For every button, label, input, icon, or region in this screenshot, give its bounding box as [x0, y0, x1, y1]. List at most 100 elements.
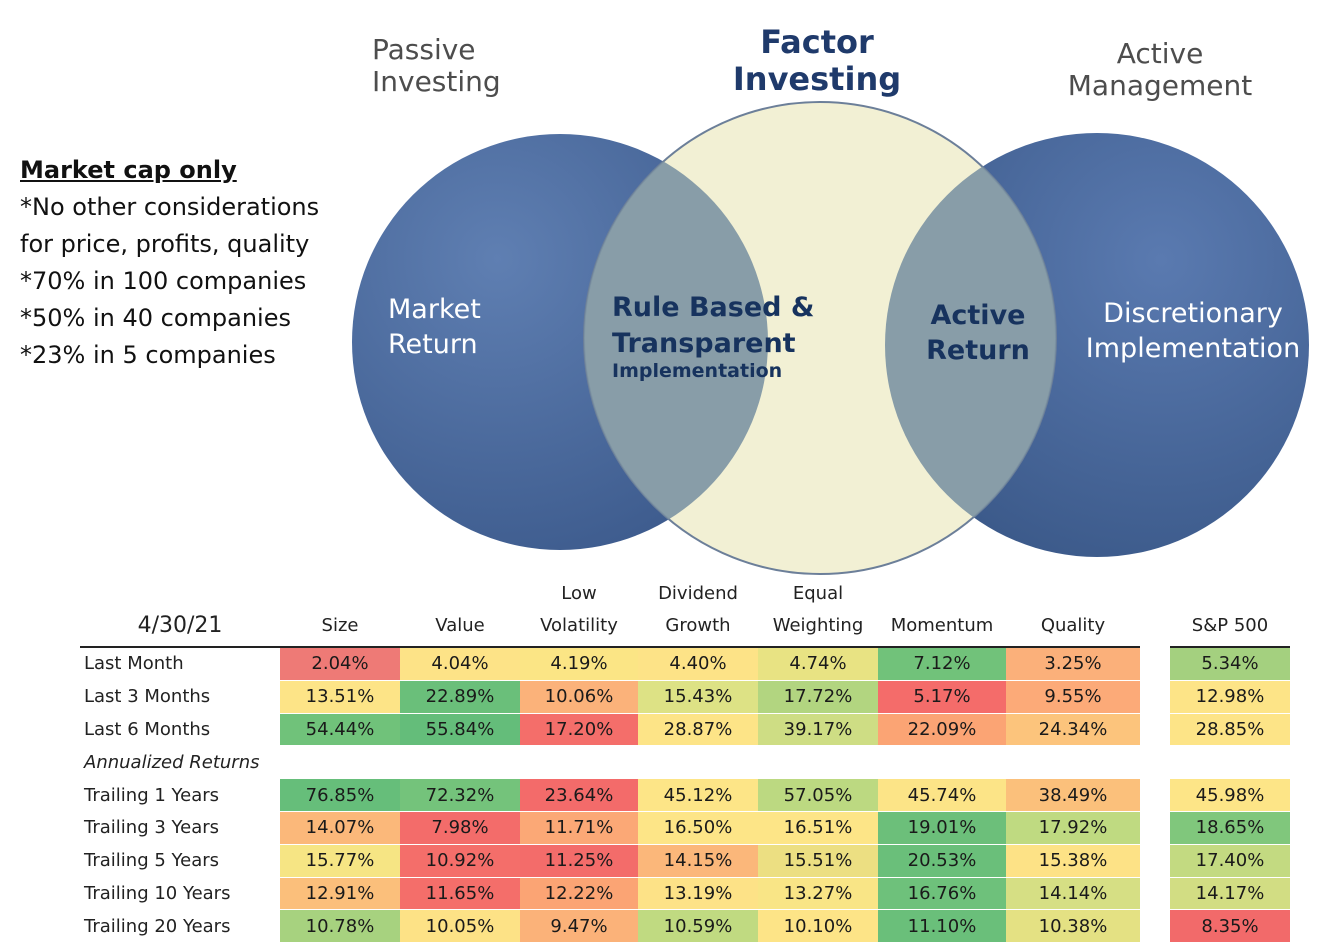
- return-cell: 15.51%: [758, 844, 878, 878]
- note-line: *No other considerations: [20, 193, 320, 221]
- note-title: Market cap only: [20, 156, 237, 184]
- column-header-quality: Quality: [1006, 578, 1140, 648]
- table-row: Trailing 5 Years 15.77% 10.92% 11.25% 14.15%…: [80, 844, 1290, 878]
- return-cell: 24.34%: [1006, 713, 1140, 747]
- venn-diagram: [352, 101, 1309, 575]
- return-cell: 16.76%: [878, 877, 1006, 911]
- benchmark-cell: 18.65%: [1170, 811, 1290, 845]
- label-line: Return: [926, 335, 1030, 367]
- benchmark-cell: 8.35%: [1170, 909, 1290, 943]
- label-line: Active: [930, 300, 1026, 331]
- column-header-low-volatility: Low Volatility: [520, 578, 638, 648]
- label-line: Market: [388, 294, 481, 325]
- note-line: *70% in 100 companies: [20, 267, 307, 295]
- return-cell: 10.38%: [1006, 909, 1140, 943]
- benchmark-cell: 28.85%: [1170, 713, 1290, 747]
- return-cell: 12.91%: [280, 877, 400, 911]
- return-cell: 14.15%: [638, 844, 758, 878]
- return-cell: 10.78%: [280, 909, 400, 943]
- section-row: Annualized Returns: [80, 745, 1290, 780]
- column-gap: [1140, 578, 1170, 647]
- rule-based-label: Rule Based & Transparent Implementation: [612, 290, 814, 384]
- table-row: Trailing 20 Years 10.78% 10.05% 9.47% 10.59%…: [80, 909, 1290, 943]
- return-cell: 9.47%: [520, 909, 638, 943]
- return-cell: 22.89%: [400, 680, 520, 714]
- column-gap: [1140, 909, 1170, 943]
- return-cell: 39.17%: [758, 713, 878, 747]
- return-cell: 17.20%: [520, 713, 638, 747]
- return-cell: 4.19%: [520, 647, 638, 681]
- return-cell: 10.92%: [400, 844, 520, 878]
- return-cell: 57.05%: [758, 778, 878, 812]
- table-row: Trailing 1 Years 76.85% 72.32% 23.64% 45.12%…: [80, 778, 1290, 812]
- return-cell: 72.32%: [400, 778, 520, 812]
- return-cell: 11.65%: [400, 877, 520, 911]
- return-cell: 16.50%: [638, 811, 758, 845]
- return-cell: 23.64%: [520, 778, 638, 812]
- return-cell: 13.27%: [758, 877, 878, 911]
- column-header-sp500: S&P 500: [1170, 578, 1290, 648]
- benchmark-cell: 5.34%: [1170, 647, 1290, 681]
- return-cell: 15.38%: [1006, 844, 1140, 878]
- row-label: Trailing 20 Years: [80, 909, 280, 943]
- label-line: Return: [388, 329, 478, 361]
- return-cell: 15.77%: [280, 844, 400, 878]
- table-header-row: 4/30/21 Size Value Low Volatility Dividen…: [80, 578, 1290, 648]
- table-body: Last Month 2.04% 4.04% 4.19% 4.40% 4.74% 7.12%…: [80, 647, 1290, 943]
- return-cell: 55.84%: [400, 713, 520, 747]
- return-cell: 45.12%: [638, 778, 758, 812]
- return-cell: 45.74%: [878, 778, 1006, 812]
- return-cell: 17.72%: [758, 680, 878, 714]
- as-of-date: 4/30/21: [80, 578, 280, 648]
- row-label: Trailing 3 Years: [80, 811, 280, 845]
- heading-line: Active: [1116, 37, 1204, 70]
- factor-investing-heading: Factor Investing: [700, 24, 934, 98]
- return-cell: 10.10%: [758, 909, 878, 943]
- discretionary-implementation-label: Discretionary Implementation: [1068, 296, 1318, 366]
- table-row: Trailing 10 Years 12.91% 11.65% 12.22% 13.19…: [80, 877, 1290, 911]
- column-gap: [1140, 877, 1170, 911]
- note-line: *23% in 5 companies: [20, 341, 276, 369]
- column-gap: [1140, 811, 1170, 845]
- column-gap: [1140, 844, 1170, 878]
- return-cell: 54.44%: [280, 713, 400, 747]
- return-cell: 13.19%: [638, 877, 758, 911]
- label-line: Discretionary: [1103, 298, 1283, 329]
- table-row: Last 3 Months 13.51% 22.89% 10.06% 15.43% 17.…: [80, 680, 1290, 714]
- left-overlap: [584, 134, 768, 550]
- return-cell: 4.74%: [758, 647, 878, 681]
- return-cell: 14.14%: [1006, 877, 1140, 911]
- table-row: Trailing 3 Years 14.07% 7.98% 11.71% 16.50% 1…: [80, 811, 1290, 845]
- return-cell: 17.92%: [1006, 811, 1140, 845]
- heading-line: Passive: [372, 33, 476, 66]
- factor-returns-table: 4/30/21 Size Value Low Volatility Dividen…: [80, 578, 1290, 943]
- return-cell: 38.49%: [1006, 778, 1140, 812]
- return-cell: 7.12%: [878, 647, 1006, 681]
- label-line: Implementation: [1085, 333, 1301, 365]
- return-cell: 10.59%: [638, 909, 758, 943]
- return-cell: 11.71%: [520, 811, 638, 845]
- benchmark-cell: 14.17%: [1170, 877, 1290, 911]
- label-line: Transparent: [612, 327, 796, 359]
- row-label: Last Month: [80, 647, 280, 681]
- column-header-momentum: Momentum: [878, 578, 1006, 648]
- return-cell: 12.22%: [520, 877, 638, 911]
- return-cell: 10.06%: [520, 680, 638, 714]
- market-cap-note: Market cap only *No other considerations…: [20, 152, 319, 374]
- return-cell: 22.09%: [878, 713, 1006, 747]
- annualized-returns-label: Annualized Returns: [80, 745, 1290, 780]
- return-cell: 10.05%: [400, 909, 520, 943]
- heading-line: Factor: [760, 23, 874, 61]
- heading-line: Management: [1067, 69, 1253, 103]
- return-cell: 16.51%: [758, 811, 878, 845]
- return-cell: 28.87%: [638, 713, 758, 747]
- implementation-sublabel: Implementation: [612, 360, 783, 383]
- return-cell: 4.40%: [638, 647, 758, 681]
- column-header-dividend-growth: Dividend Growth: [638, 578, 758, 648]
- return-cell: 5.17%: [878, 680, 1006, 714]
- right-overlap: [885, 133, 1056, 557]
- column-gap: [1140, 680, 1170, 714]
- column-header-value: Value: [400, 578, 520, 648]
- passive-investing-heading: Passive Investing: [372, 33, 501, 98]
- benchmark-cell: 17.40%: [1170, 844, 1290, 878]
